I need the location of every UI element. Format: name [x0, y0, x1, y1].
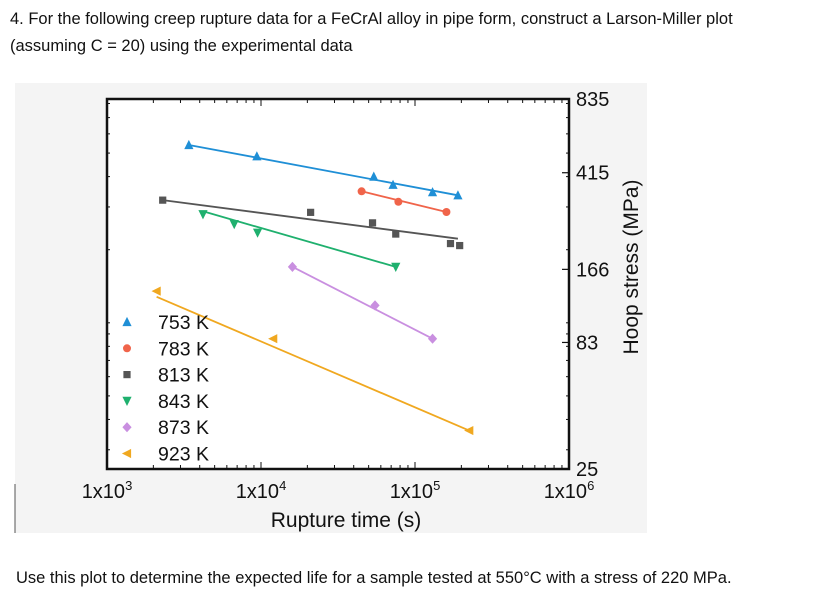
y-tick-label: 835	[576, 89, 609, 111]
x-tick-label: 1x103	[82, 478, 133, 503]
y-axis-label: Hoop stress (MPa)	[620, 179, 643, 354]
data-point	[442, 207, 451, 216]
legend-marker	[122, 422, 132, 433]
data-point	[252, 151, 262, 161]
data-point	[268, 334, 278, 344]
x-tick-label: 1x106	[544, 478, 595, 503]
fit-line	[361, 190, 447, 213]
y-tick-label: 415	[576, 163, 609, 185]
data-point	[368, 219, 377, 227]
data-point	[307, 208, 315, 216]
legend-label: 923 K	[158, 444, 209, 466]
fit-line	[188, 144, 459, 197]
data-point	[229, 219, 239, 230]
data-point	[198, 210, 208, 220]
data-point	[392, 230, 400, 238]
x-axis-label: Rupture time (s)	[271, 509, 422, 532]
data-points	[151, 139, 474, 436]
legend-marker	[121, 448, 132, 459]
fit-line	[292, 266, 433, 340]
data-point	[464, 425, 474, 436]
fit-line	[156, 295, 470, 432]
data-point	[369, 171, 379, 181]
data-point	[453, 190, 463, 200]
legend-marker	[123, 371, 131, 379]
legend-label: 783 K	[158, 338, 209, 360]
fit-line	[162, 199, 459, 240]
x-tick-labels: 1x103 1x104 1x105 1x106	[82, 478, 595, 503]
data-point	[184, 139, 194, 150]
legend-label: 753 K	[158, 312, 209, 334]
y-tick-label: 83	[576, 332, 598, 354]
data-point	[427, 187, 438, 197]
y-tick-labels: 835 415 166 83 25	[576, 89, 609, 481]
x-tick-label: 1x104	[236, 478, 287, 503]
plot-area	[105, 97, 571, 471]
data-point	[357, 187, 366, 196]
legend: 753 K 783 K 813 K 843 K 873 K 923 K	[121, 312, 209, 466]
data-point	[159, 196, 167, 204]
legend-marker	[122, 316, 132, 327]
data-point	[456, 241, 464, 250]
data-point	[388, 179, 398, 189]
y-tick-label: 166	[576, 259, 609, 281]
data-point	[427, 333, 438, 344]
followup-text: Use this plot to determine the expected …	[16, 569, 732, 587]
data-point	[446, 239, 455, 248]
data-point	[370, 300, 380, 311]
question-text: 4. For the following creep rupture data …	[10, 10, 733, 55]
x-tick-label: 1x105	[390, 478, 441, 503]
legend-label: 873 K	[158, 417, 209, 439]
data-point	[394, 197, 403, 206]
data-point	[287, 261, 298, 272]
legend-label: 813 K	[158, 365, 209, 387]
legend-marker	[122, 396, 132, 406]
legend-marker	[123, 344, 131, 353]
fit-lines	[156, 144, 470, 432]
data-point	[151, 286, 161, 296]
minor-ticks	[106, 98, 569, 470]
data-point	[252, 228, 263, 238]
y-tick-label: 25	[576, 459, 598, 481]
legend-label: 843 K	[158, 391, 209, 413]
data-point	[391, 262, 401, 272]
